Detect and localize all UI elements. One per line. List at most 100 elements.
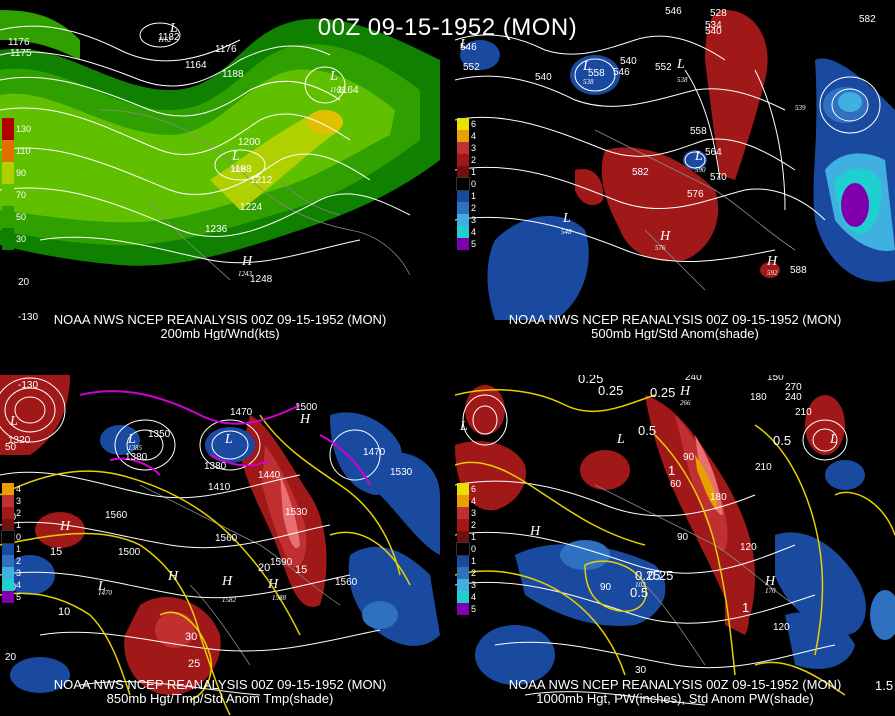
legend-swatch [457,567,469,579]
height-contour-label: 546 [665,6,682,17]
center-value-label: 1162 [158,36,172,44]
legend-label: 1 [16,520,22,530]
height-contour-label: 1200 [238,137,261,148]
height-contour-label: 534 [705,20,722,31]
low-center-label: L [459,37,468,52]
zero-isotherm [79,390,371,486]
height-contour-label: 210 [755,462,772,473]
high-center-label: H [267,577,279,592]
low-center-label: L [231,149,240,164]
legend-swatch [457,166,469,178]
pw-contour-label: 0.5 [638,423,656,438]
legend-swatch [1,530,15,544]
low-center-label: L [676,57,685,72]
height-contours [0,22,411,264]
legend-swatch [2,543,14,555]
map-1000mb: 240 1502702402101809060901202101809012030… [455,375,895,706]
low-center-label: L [562,211,571,226]
pw-contour-label: 0.25 [598,383,623,398]
height-contour-label: 60 [670,479,682,490]
low-center-label: L [459,419,468,434]
legend-label: 2 [471,520,477,530]
caption-line1: NOAA NWS NCEP REANALYSIS 00Z 09-15-1952 … [53,312,387,327]
height-contour-label: 270 [785,382,802,393]
low-center-label: L [169,21,178,36]
high-center-label: H [167,569,179,584]
temperature-contours [0,414,411,715]
legend-label: 4 [16,484,22,494]
legend-label: 70 [16,190,27,200]
legend-label: 6 [471,484,477,494]
legend-label: 4 [471,131,477,141]
legend-swatch [2,228,14,250]
legend-label: 5 [471,604,477,614]
pw-contour-label: 0.25 [578,375,603,386]
legend-label: 2 [471,203,477,213]
height-contour-label: 1440 [258,470,281,481]
height-contour-label: 1470 [230,407,253,418]
legend-swatch [2,206,14,228]
legend-label: 30 [16,234,27,244]
height-contours [455,394,848,706]
center-value-label: 1588 [272,594,287,602]
height-contour-label: 180 [710,492,727,503]
legend-swatch [457,555,469,567]
pw-contours [455,389,895,696]
low-center-label: L [329,69,338,84]
high-center-label: H [766,254,778,269]
height-contour-label: 1500 [295,402,318,413]
height-contour-label: 588 [790,265,807,276]
anomaly-legend [456,118,470,250]
center-value-label: 266 [680,399,691,407]
high-center-label: H [241,254,253,269]
pw-contour-label: 0.25 [648,568,673,583]
caption-line1: NOAA NWS NCEP REANALYSIS 00Z 09-15-1952 … [53,677,387,692]
legend-swatch [457,495,469,507]
legend-label: 3 [471,143,477,153]
pw-contour-label: 0.5 [630,585,648,600]
legend-label: 1 [471,532,477,542]
anomaly-legend [1,483,15,603]
axis-label: -130 [18,380,38,391]
low-center-label: L [9,414,18,429]
legend-label: 4 [471,592,477,602]
legend-swatch [457,591,469,603]
land-outline [594,129,796,291]
height-contour-label: 1248 [250,274,273,285]
height-contour-label: 1560 [105,510,128,521]
legend-label: 3 [16,496,22,506]
height-contour-label: 1175 [10,48,32,59]
center-value-label: 1188 [232,166,246,174]
legend-label: 2 [16,508,22,518]
legend-swatch [457,579,469,591]
height-contour-label: 540 [705,26,722,37]
pw-contour-label: 1.5 [875,678,893,693]
legend-swatch [457,130,469,142]
high-center-label: H [59,519,71,534]
height-contour-label: 1164 [185,60,207,71]
high-center-label: H [221,574,233,589]
legend-swatch [457,603,469,615]
legend-swatch [2,162,14,184]
pw-contour-label: 1 [742,600,749,615]
height-contour-label: 1236 [205,224,228,235]
height-contours [455,34,881,262]
high-center-label: H [299,412,311,427]
caption-line2: 850mb Hgt/Tmp/Std Anom Tmp(shade) [106,691,334,706]
height-contour-label: 558 [588,68,605,79]
legend-swatch [2,140,14,162]
map-200mb: 1176117511821164117611881164120011881212… [0,10,440,323]
legend-label: 1 [471,167,477,177]
legend-label: 1 [471,191,477,201]
height-contour-label: 540 [535,72,552,83]
legend-swatch [457,214,469,226]
height-contour-label: 1212 [250,175,273,186]
height-contour-label: 1224 [240,202,263,213]
center-value-label: 592 [767,269,778,277]
legend-swatch [2,555,14,567]
low-center-label: L [127,432,136,447]
caption-line1: NOAA NWS NCEP REANALYSIS 00Z 09-15-1952 … [508,677,842,692]
height-contour-label: 1410 [208,482,231,493]
